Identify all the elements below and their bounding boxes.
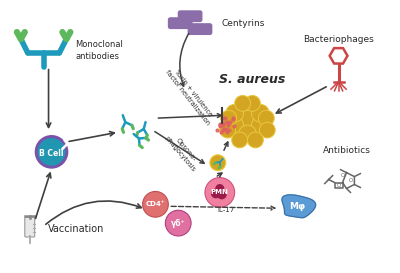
Text: Toxin + virulence
factor neutralization: Toxin + virulence factor neutralization	[164, 64, 216, 126]
Circle shape	[258, 110, 274, 126]
Text: PMN: PMN	[211, 189, 229, 195]
Circle shape	[38, 138, 65, 166]
Text: O: O	[336, 183, 341, 188]
FancyBboxPatch shape	[188, 23, 212, 35]
Text: Monoclonal
antibodies: Monoclonal antibodies	[75, 40, 123, 61]
Text: S. aureus: S. aureus	[219, 73, 286, 85]
Text: Antibiotics: Antibiotics	[322, 146, 370, 155]
Circle shape	[235, 96, 250, 111]
Circle shape	[238, 110, 258, 130]
Circle shape	[259, 122, 275, 138]
Text: O: O	[348, 178, 352, 183]
FancyBboxPatch shape	[25, 217, 35, 237]
Circle shape	[210, 155, 226, 171]
Circle shape	[211, 188, 221, 198]
Text: B Cell: B Cell	[39, 149, 64, 158]
FancyBboxPatch shape	[168, 17, 192, 29]
Circle shape	[239, 125, 256, 143]
Circle shape	[252, 116, 269, 134]
Circle shape	[221, 110, 237, 126]
Circle shape	[232, 132, 248, 148]
Text: CD4⁺: CD4⁺	[146, 201, 165, 207]
Text: Centyrins: Centyrins	[222, 19, 265, 28]
Circle shape	[226, 116, 244, 134]
Text: IL-17: IL-17	[217, 207, 234, 213]
Circle shape	[165, 210, 191, 236]
Circle shape	[248, 132, 263, 148]
Circle shape	[142, 191, 168, 217]
Circle shape	[244, 96, 260, 111]
Text: Mφ: Mφ	[289, 202, 305, 211]
Text: Vaccination: Vaccination	[48, 224, 104, 234]
Circle shape	[205, 177, 235, 207]
Text: Bacteriophages: Bacteriophages	[303, 35, 374, 44]
Text: O: O	[340, 173, 345, 178]
Circle shape	[217, 189, 227, 199]
Text: γδ⁺: γδ⁺	[171, 219, 186, 228]
Polygon shape	[282, 195, 316, 218]
Circle shape	[215, 184, 224, 193]
Text: IFN-γ: IFN-γ	[217, 194, 235, 200]
Circle shape	[226, 104, 244, 122]
Circle shape	[220, 122, 236, 138]
Text: Opsono-
phagocytosis: Opsono- phagocytosis	[164, 130, 202, 173]
Circle shape	[252, 104, 269, 122]
FancyBboxPatch shape	[178, 10, 202, 22]
Circle shape	[35, 135, 68, 169]
